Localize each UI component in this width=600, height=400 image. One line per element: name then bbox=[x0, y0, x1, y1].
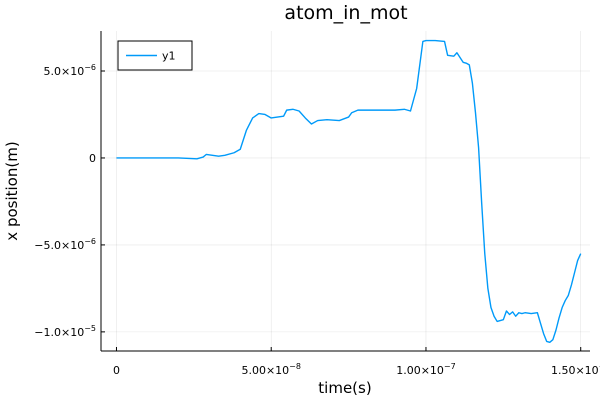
y-tick-label-mantissa: −1.0×10 bbox=[34, 326, 84, 339]
y-tick-label: −5.0×10−6 bbox=[34, 237, 96, 252]
x-tick-label: 0 bbox=[113, 364, 120, 377]
x-tick-label-mantissa: 1.50×10 bbox=[551, 364, 599, 377]
series-group bbox=[116, 39, 582, 343]
x-tick-label: 1.00×10−7 bbox=[396, 362, 456, 377]
x-ticks: 05.00×10−81.00×10−71.50×10−7 bbox=[113, 347, 600, 377]
grid bbox=[101, 31, 590, 351]
y-tick-label-exponent: −6 bbox=[84, 63, 96, 72]
y-tick-label-mantissa: 5.0×10 bbox=[43, 65, 84, 78]
y-tick-label: 0 bbox=[89, 152, 96, 165]
y-tick-label-exponent: −5 bbox=[84, 324, 96, 333]
x-tick-label-exponent: −8 bbox=[289, 362, 301, 371]
x-tick-label: 5.00×10−8 bbox=[241, 362, 301, 377]
axes bbox=[100, 31, 590, 352]
x-tick-label-mantissa: 5.00×10 bbox=[241, 364, 289, 377]
y-tick-label: 5.0×10−6 bbox=[43, 63, 96, 78]
x-tick-label-mantissa: 0 bbox=[113, 364, 120, 377]
y-tick-label-mantissa: 0 bbox=[89, 152, 96, 165]
chart-title: atom_in_mot bbox=[284, 2, 407, 24]
y-tick-label-mantissa: −5.0×10 bbox=[34, 239, 84, 252]
y-tick-label: −1.0×10−5 bbox=[34, 324, 96, 339]
legend-label: y1 bbox=[162, 50, 176, 63]
y-axis-label: x position(m) bbox=[3, 141, 21, 240]
x-tick-label-exponent: −7 bbox=[444, 362, 456, 371]
y-tick-label-exponent: −6 bbox=[84, 237, 96, 246]
y-ticks: 5.0×10−60−5.0×10−6−1.0×10−5 bbox=[34, 63, 105, 339]
series-line-y1 bbox=[116, 39, 582, 343]
legend: y1 bbox=[117, 40, 193, 71]
x-tick-label: 1.50×10−7 bbox=[551, 362, 600, 377]
x-tick-label-exponent: −7 bbox=[599, 362, 600, 371]
x-axis-label: time(s) bbox=[318, 379, 371, 397]
x-tick-label-mantissa: 1.00×10 bbox=[396, 364, 444, 377]
